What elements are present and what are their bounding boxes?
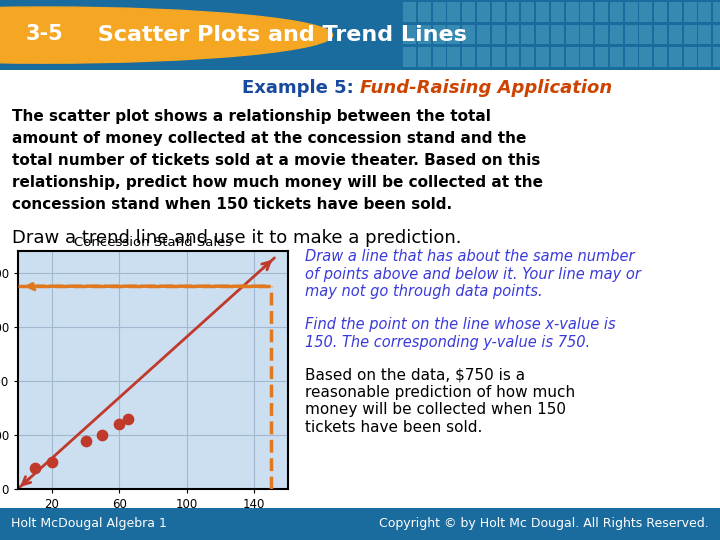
Text: total number of tickets sold at a movie theater. Based on this: total number of tickets sold at a movie … [12, 153, 541, 168]
Bar [507, 47, 520, 66]
Text: Copyright © by Holt Mc Dougal. All Rights Reserved.: Copyright © by Holt Mc Dougal. All Right… [379, 517, 709, 530]
Bar [654, 2, 667, 22]
Text: Draw a line that has about the same number
of points above and below it. Your li: Draw a line that has about the same numb… [305, 249, 641, 299]
Bar [639, 25, 652, 44]
Title: Concession Stand Sales: Concession Stand Sales [74, 235, 232, 248]
Bar [448, 47, 461, 66]
Bar [462, 47, 475, 66]
Bar [477, 2, 490, 22]
Bar [625, 2, 638, 22]
Bar [714, 2, 720, 22]
Text: Example 5:: Example 5: [242, 79, 360, 97]
Bar [462, 25, 475, 44]
Bar [566, 2, 579, 22]
Bar [654, 25, 667, 44]
Bar [639, 2, 652, 22]
Point [80, 437, 91, 446]
Bar [639, 47, 652, 66]
Bar [714, 25, 720, 44]
Text: Fund-Raising Application: Fund-Raising Application [360, 79, 612, 97]
Bar [536, 47, 549, 66]
Bar [625, 47, 638, 66]
Text: amount of money collected at the concession stand and the: amount of money collected at the concess… [12, 131, 526, 146]
Bar [669, 47, 682, 66]
Bar [595, 25, 608, 44]
Bar [448, 2, 461, 22]
Bar [403, 2, 416, 22]
Bar [462, 2, 475, 22]
Point [122, 414, 133, 423]
Bar [698, 25, 711, 44]
Bar [403, 25, 416, 44]
Bar [433, 2, 446, 22]
Text: Holt McDougal Algebra 1: Holt McDougal Algebra 1 [11, 517, 166, 530]
Bar [625, 25, 638, 44]
Point [29, 464, 40, 473]
Bar [595, 47, 608, 66]
Bar [536, 2, 549, 22]
Bar [669, 25, 682, 44]
Text: concession stand when 150 tickets have been sold.: concession stand when 150 tickets have b… [12, 197, 452, 212]
Bar [669, 2, 682, 22]
Bar [714, 47, 720, 66]
Bar [654, 47, 667, 66]
Bar [403, 47, 416, 66]
Text: 3-5: 3-5 [26, 24, 63, 44]
Bar [521, 47, 534, 66]
Text: relationship, predict how much money will be collected at the: relationship, predict how much money wil… [12, 176, 543, 190]
Bar [492, 47, 505, 66]
Bar [551, 47, 564, 66]
Bar [551, 2, 564, 22]
Bar [610, 47, 623, 66]
Bar [566, 25, 579, 44]
Bar [492, 25, 505, 44]
Bar [536, 25, 549, 44]
Bar [551, 25, 564, 44]
Text: Based on the data, $750 is a
reasonable prediction of how much
money will be col: Based on the data, $750 is a reasonable … [305, 368, 575, 435]
Bar [610, 25, 623, 44]
Text: Scatter Plots and Trend Lines: Scatter Plots and Trend Lines [90, 25, 467, 45]
Bar [477, 47, 490, 66]
Bar [507, 25, 520, 44]
Bar [418, 25, 431, 44]
Bar [684, 2, 697, 22]
Bar [521, 25, 534, 44]
Bar [433, 47, 446, 66]
Bar [595, 2, 608, 22]
Circle shape [0, 7, 333, 63]
Bar [507, 2, 520, 22]
Bar [684, 25, 697, 44]
Bar [684, 47, 697, 66]
Point [46, 457, 58, 466]
Bar [492, 2, 505, 22]
Bar [433, 25, 446, 44]
Bar [580, 2, 593, 22]
Bar [698, 2, 711, 22]
Bar [580, 47, 593, 66]
Text: The scatter plot shows a relationship between the total: The scatter plot shows a relationship be… [12, 109, 491, 124]
Text: Find the point on the line whose x-value is
150. The corresponding y-value is 75: Find the point on the line whose x-value… [305, 318, 616, 350]
Bar [418, 2, 431, 22]
Bar [418, 47, 431, 66]
Bar [610, 2, 623, 22]
Bar [580, 25, 593, 44]
Bar [698, 47, 711, 66]
Bar [566, 47, 579, 66]
X-axis label: Tickets sold: Tickets sold [109, 515, 197, 528]
Bar [477, 25, 490, 44]
Bar [521, 2, 534, 22]
Bar [448, 25, 461, 44]
Point [114, 420, 125, 428]
Text: Draw a trend line and use it to make a prediction.: Draw a trend line and use it to make a p… [12, 230, 462, 247]
Point [96, 430, 108, 439]
